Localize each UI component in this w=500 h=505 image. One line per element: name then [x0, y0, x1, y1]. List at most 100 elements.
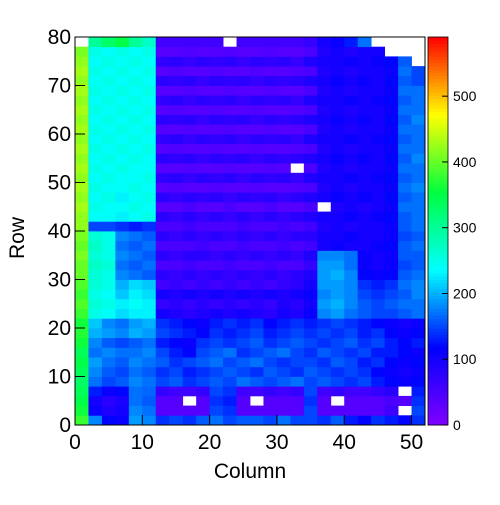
color-scale [428, 315, 448, 319]
heatmap-cell [223, 134, 237, 145]
heatmap-cell [411, 347, 426, 358]
heatmap-cell [88, 260, 103, 271]
heatmap-cell [371, 395, 386, 406]
heatmap-cell [182, 269, 197, 280]
heatmap-cell [276, 240, 291, 251]
heatmap-cell [88, 318, 103, 329]
heatmap-cell [101, 415, 116, 426]
heatmap-cell [75, 85, 89, 96]
heatmap-cell [88, 415, 103, 426]
heatmap-cell [236, 260, 251, 271]
heatmap-cell [330, 221, 345, 232]
heatmap-cell [75, 95, 89, 106]
heatmap-cell [330, 75, 345, 86]
heatmap-cell [384, 104, 399, 115]
heatmap-cell [398, 308, 412, 319]
heatmap-cell [250, 124, 264, 135]
heatmap-cell [344, 104, 359, 115]
heatmap-cell [209, 56, 224, 67]
heatmap-cell [128, 415, 143, 426]
heatmap-cell [88, 163, 103, 174]
heatmap-cell [223, 85, 237, 96]
heatmap-cell [142, 269, 157, 280]
heatmap-cell [357, 153, 372, 164]
color-scale [428, 163, 448, 167]
heatmap-cell [276, 415, 291, 426]
heatmap-cell [303, 240, 318, 251]
heatmap-cell [75, 221, 89, 232]
heatmap-cell [398, 318, 412, 329]
heatmap-cell [263, 95, 278, 106]
heatmap-cell [384, 250, 399, 261]
heatmap-cell [371, 289, 386, 300]
y-axis-label: Row [6, 216, 29, 259]
heatmap-cell [209, 46, 224, 57]
heatmap-cell [182, 405, 197, 416]
color-scale [428, 402, 448, 407]
heatmap-cell [250, 56, 264, 67]
heatmap-cell [223, 308, 237, 319]
heatmap-cell [142, 337, 157, 348]
heatmap-cell [155, 415, 170, 426]
color-scale [428, 282, 448, 287]
heatmap-cell [371, 75, 386, 86]
x-tick-label: 20 [198, 431, 221, 454]
heatmap-cell [330, 386, 345, 397]
heatmap-cell [371, 260, 386, 271]
heatmap-cell [357, 318, 372, 329]
heatmap-cell [317, 357, 332, 368]
heatmap-cell [182, 366, 197, 377]
heatmap-cell [357, 231, 372, 242]
heatmap-cell [236, 114, 251, 125]
z-tick-label: 300 [453, 220, 477, 236]
heatmap-cell [115, 289, 130, 300]
heatmap-cell [209, 221, 224, 232]
color-scale [428, 395, 448, 400]
heatmap-cell [357, 37, 372, 48]
heatmap-cell [317, 337, 332, 348]
color-scale [428, 344, 448, 348]
color-scale [428, 321, 448, 326]
heatmap-cell [88, 231, 103, 242]
heatmap-cell [384, 347, 399, 358]
heatmap-cell [169, 415, 184, 426]
heatmap-cell [250, 347, 264, 358]
heatmap-cell [196, 269, 211, 280]
heatmap-cell [303, 337, 318, 348]
heatmap-cell [75, 114, 89, 125]
heatmap-cell [115, 182, 130, 193]
heatmap-cell [223, 104, 237, 115]
heatmap-cell [142, 395, 157, 406]
heatmap-cell [344, 328, 359, 339]
color-scale [428, 234, 448, 238]
heatmap-cell [384, 357, 399, 368]
heatmap-cell [303, 104, 318, 115]
color-scale [428, 49, 448, 54]
color-scale [428, 311, 448, 316]
heatmap-cell [155, 337, 170, 348]
heatmap-cell [330, 279, 345, 290]
heatmap-cell [115, 75, 130, 86]
heatmap-cell [169, 289, 184, 300]
heatmap-cell [236, 85, 251, 96]
heatmap-cell [115, 46, 130, 57]
heatmap-cell [101, 308, 116, 319]
heatmap-cell [182, 357, 197, 368]
heatmap-cell [88, 395, 103, 406]
heatmap-cell [169, 231, 184, 242]
heatmap-cell [223, 182, 237, 193]
x-tick-label: 30 [265, 431, 288, 454]
heatmap-cell [155, 104, 170, 115]
heatmap-cell [303, 405, 318, 416]
heatmap-cell [411, 66, 426, 77]
heatmap-cell [88, 405, 103, 416]
color-scale [428, 146, 448, 151]
heatmap-cell [357, 75, 372, 86]
heatmap-cell [142, 66, 157, 77]
heatmap-cell [384, 221, 399, 232]
heatmap-cell [357, 289, 372, 300]
heatmap-cell [196, 46, 211, 57]
heatmap-cell [182, 221, 197, 232]
heatmap-cell [357, 95, 372, 106]
heatmap-cell [290, 347, 305, 358]
